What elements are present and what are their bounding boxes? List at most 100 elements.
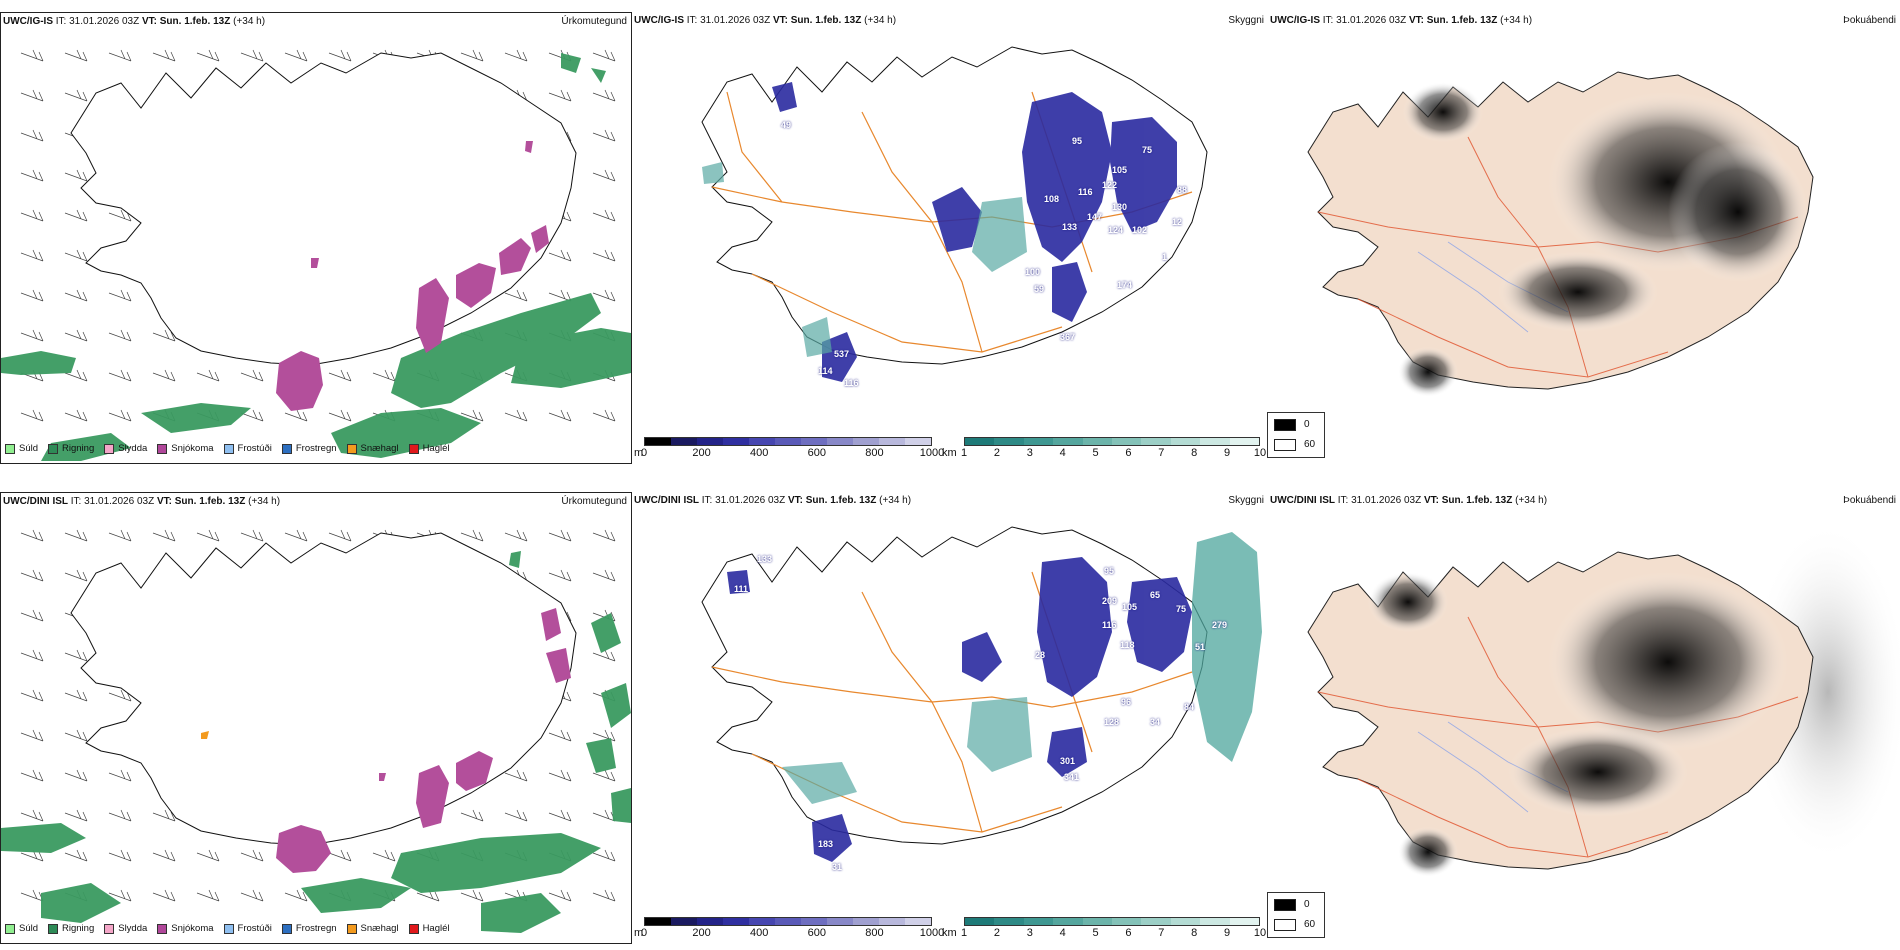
colorbar-cell bbox=[749, 438, 775, 445]
visibility-value: 105 bbox=[1112, 165, 1128, 175]
colorbar-tick-label: 400 bbox=[750, 927, 769, 939]
wind-barb bbox=[548, 529, 572, 542]
legend-swatch bbox=[5, 923, 15, 934]
colorbar-cell bbox=[1023, 918, 1054, 925]
legend-item: Frostúði bbox=[223, 443, 272, 454]
wind-barb bbox=[20, 729, 44, 742]
wind-barb bbox=[284, 409, 308, 422]
wind-barb bbox=[64, 569, 88, 582]
colorbar-cell bbox=[775, 438, 801, 445]
wind-barb bbox=[20, 89, 44, 102]
wind-barb bbox=[548, 409, 572, 422]
legend-swatch bbox=[408, 443, 419, 454]
colorbar-tick-label: 10 bbox=[1253, 927, 1267, 939]
visibility-colorbar: km 1 2 3 4 5 6 7 8 9 10 bbox=[942, 917, 1267, 943]
visibility-value: 105 bbox=[1122, 602, 1138, 612]
wind-barb bbox=[20, 889, 44, 902]
wind-barb bbox=[152, 529, 176, 542]
colorbar-cell bbox=[1141, 438, 1171, 445]
colorbar-cell bbox=[1229, 918, 1260, 925]
colorbar-cell bbox=[1082, 918, 1113, 925]
wind-barb bbox=[64, 689, 88, 702]
panel-label-visibility: Skyggni bbox=[1228, 15, 1264, 26]
wind-barb bbox=[108, 289, 132, 302]
legend-swatch bbox=[408, 923, 419, 934]
colorbar-cell bbox=[827, 438, 853, 445]
colorbar-cell bbox=[1170, 438, 1201, 445]
legend-item: Súld bbox=[5, 443, 38, 454]
precip-map bbox=[1, 49, 631, 461]
visibility-value: 28 bbox=[1035, 650, 1046, 660]
visibility-value: 133 bbox=[757, 554, 773, 564]
wind-barb bbox=[20, 209, 44, 222]
precip-legend: Súld Rigning Slydda Snjókoma Frostúði Fr… bbox=[5, 443, 450, 454]
colorbar-cell bbox=[671, 918, 697, 925]
wind-barb bbox=[592, 649, 616, 662]
wind-barb bbox=[20, 529, 44, 542]
colorbar-cell bbox=[1112, 918, 1142, 925]
legend-swatch bbox=[1274, 919, 1296, 931]
legend-swatch bbox=[346, 923, 357, 934]
visibility-value: 367 bbox=[1060, 332, 1076, 342]
legend-item: Frostregn bbox=[281, 443, 337, 454]
colorbar-tick-label: 1 bbox=[960, 447, 968, 459]
wind-barb bbox=[592, 569, 616, 582]
wind-barb bbox=[20, 689, 44, 702]
colorbar-cell bbox=[1082, 438, 1113, 445]
wind-barb bbox=[152, 849, 176, 862]
legend-item: Haglél bbox=[408, 923, 450, 934]
fog-legend: 0 60 bbox=[1267, 892, 1325, 938]
wind-barb bbox=[196, 369, 220, 382]
legend-item: Rigning bbox=[48, 923, 94, 934]
colorbar-tick-label: 3 bbox=[1026, 927, 1033, 939]
colorbar-tick-label: 8 bbox=[1191, 447, 1198, 459]
legend-item: Snjókoma bbox=[157, 923, 214, 934]
wind-barb bbox=[152, 329, 176, 342]
panel-title: UWC/IG-IS IT: 31.01.2026 03Z VT: Sun. 1.… bbox=[1270, 15, 1533, 26]
wind-barb bbox=[108, 409, 132, 422]
colorbar-cell bbox=[801, 918, 827, 925]
colorbar-cell bbox=[801, 438, 827, 445]
colorbar-tick-label: 800 bbox=[865, 447, 884, 459]
wind-barb bbox=[64, 529, 88, 542]
colorbar-tick-label: 3 bbox=[1026, 447, 1033, 459]
colorbar-tick-label: 1 bbox=[960, 927, 968, 939]
wind-barb bbox=[64, 809, 88, 822]
wind-barb bbox=[284, 889, 308, 902]
legend-swatch bbox=[104, 923, 115, 934]
colorbar-tick-label: 8 bbox=[1191, 927, 1198, 939]
colorbar-cell bbox=[645, 438, 671, 445]
wind-barb bbox=[196, 889, 220, 902]
visibility-value: 118 bbox=[1120, 640, 1135, 650]
visibility-value: 88 bbox=[1177, 185, 1188, 195]
visibility-map bbox=[701, 526, 1262, 862]
colorbar-cell bbox=[1229, 438, 1260, 445]
wind-barb bbox=[592, 209, 616, 222]
visibility-panel-row1: UWC/IG-IS IT: 31.01.2026 03Z VT: Sun. 1.… bbox=[632, 12, 1268, 464]
legend-item: Slydda bbox=[104, 443, 147, 454]
wind-barb bbox=[328, 49, 352, 62]
visibility-value: 96 bbox=[1121, 697, 1132, 707]
visibility-value: 1 bbox=[1162, 252, 1168, 262]
wind-barb bbox=[108, 49, 132, 62]
wind-barb bbox=[240, 409, 264, 422]
wind-barb bbox=[548, 809, 572, 822]
visibility-value: 65 bbox=[1150, 590, 1161, 600]
wind-barb bbox=[592, 249, 616, 262]
wind-barb bbox=[592, 289, 616, 302]
colorbar-tick-label: 9 bbox=[1224, 927, 1231, 939]
colorbar-cell bbox=[965, 918, 995, 925]
legend-swatch bbox=[1274, 899, 1296, 911]
visibility-value: 116 bbox=[1078, 187, 1093, 197]
wind-barb bbox=[504, 409, 528, 422]
wind-barb bbox=[328, 409, 352, 422]
colorbar-tick-label: 600 bbox=[807, 447, 826, 459]
colorbar-tick-label: 2 bbox=[993, 447, 1000, 459]
wind-barb bbox=[504, 529, 528, 542]
visibility-value: 279 bbox=[1212, 620, 1228, 630]
fog-indicator-panel-row2: UWC/DINI ISL IT: 31.01.2026 03Z VT: Sun.… bbox=[1267, 492, 1900, 944]
height-colorbar: m 0 200 400 600 800 1000 bbox=[634, 437, 944, 463]
legend-item: Haglél bbox=[408, 443, 450, 454]
wind-barb bbox=[20, 409, 44, 422]
visibility-value: 84 bbox=[1184, 702, 1195, 712]
